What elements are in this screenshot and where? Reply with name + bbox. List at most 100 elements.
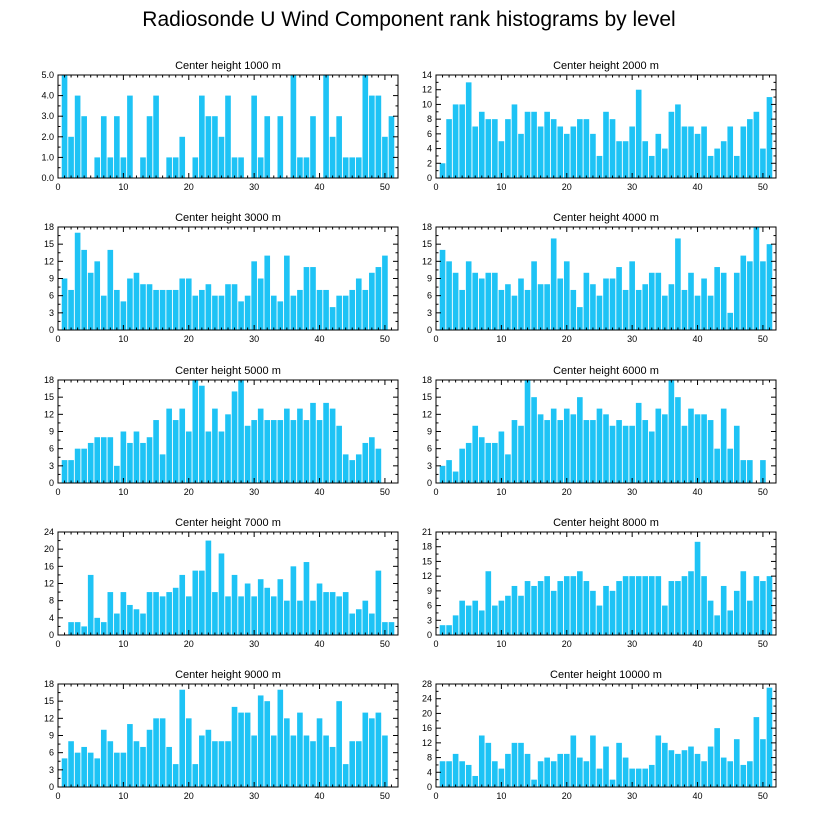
x-tick-label: 30 [627,791,637,801]
y-tick-label: 18 [422,542,432,552]
histogram-bar [310,741,316,787]
histogram-bar [369,95,375,178]
y-tick-label: 0 [49,782,54,792]
histogram-bar [100,437,107,483]
histogram-bar [596,768,603,787]
histogram-bar [284,718,290,787]
histogram-bar [349,613,356,635]
histogram-bar [472,272,479,330]
histogram-bar [648,576,655,635]
histogram-bar [760,261,766,330]
histogram-bar [753,717,760,787]
histogram-bar [100,729,107,787]
y-tick-label: 0 [49,325,54,335]
y-tick-label: 4 [427,767,432,777]
histogram-bar [662,414,668,483]
histogram-bar [694,753,701,787]
histogram-bar [133,272,140,330]
histogram-bar [622,141,629,178]
histogram-bar [264,420,271,483]
histogram-bar [218,136,225,178]
histogram-bar [238,157,244,178]
x-tick-label: 0 [433,639,438,649]
histogram-bar [185,278,192,330]
histogram-bar [310,402,316,483]
histogram-bar [459,104,465,178]
y-tick-label: 0 [427,782,432,792]
histogram-bar [270,420,277,483]
histogram-bar [544,576,550,635]
histogram-bar [185,596,192,635]
y-tick-label: 18 [422,375,432,385]
histogram-bar [362,712,369,787]
y-tick-label: 12 [44,579,54,589]
histogram-bar [192,764,199,787]
histogram-bar [707,746,714,787]
x-tick-label: 10 [118,334,128,344]
histogram-bar [733,272,740,330]
histogram-bar [114,289,120,330]
histogram-bar [570,126,577,178]
histogram-bar [747,460,753,483]
histogram-bar [603,585,609,635]
y-tick-label: 6 [427,601,432,611]
histogram-bar [727,126,734,178]
histogram-bar [648,272,655,330]
histogram-bar [369,437,375,483]
histogram-bar [531,585,537,635]
histogram-bar [120,752,127,787]
histogram-bar [140,284,146,330]
y-tick-label: 9 [49,731,54,741]
histogram-bar [537,581,544,635]
histogram-bar [590,420,596,483]
histogram-bar [733,590,740,635]
histogram-bar [492,761,498,787]
histogram-bar [760,739,766,787]
histogram-bar [323,289,329,330]
x-tick-label: 10 [118,182,128,192]
y-tick-label: 3.0 [41,111,54,121]
histogram-bar [465,605,472,635]
x-tick-label: 10 [496,487,506,497]
y-tick-label: 8 [49,596,54,606]
histogram-bar [284,255,290,330]
histogram-bar [550,238,557,330]
histogram-bar [655,133,662,178]
y-tick-label: 3 [49,765,54,775]
histogram-bar [153,95,159,178]
y-tick-label: 15 [44,239,54,249]
histogram-bar [369,272,375,330]
histogram-bar [622,425,629,483]
x-tick-label: 10 [118,639,128,649]
y-tick-label: 21 [422,527,432,537]
histogram-bar [760,148,766,178]
histogram-bar [127,278,133,330]
histogram-bar [61,278,68,330]
histogram-bar [238,712,244,787]
histogram-panel-6: Center height 6000 m 0 10 20 30 40 50 0 3 6 9 12 15 1… [422,365,777,497]
y-tick-label: 15 [422,556,432,566]
histogram-bar [550,408,557,483]
histogram-bar [563,133,570,178]
histogram-bar [465,764,472,787]
histogram-bar [277,579,284,635]
histogram-bar [459,289,465,330]
histogram-bar [740,764,747,787]
histogram-bar [120,157,127,178]
histogram-bar [452,104,459,178]
histogram-bar [577,307,583,330]
histogram-bar [505,119,511,178]
histogram-panel-5: Center height 5000 m 0 10 20 30 40 50 0 3 6 9 12 15 1… [44,365,399,497]
histogram-bar [465,261,472,330]
histogram-bar [675,397,681,483]
y-tick-label: 12 [422,409,432,419]
y-tick-label: 8 [427,114,432,124]
histogram-bar [557,126,564,178]
histogram-bar [596,295,603,330]
histogram-bar [199,385,205,483]
x-tick-label: 0 [55,334,60,344]
histogram-bar [511,295,518,330]
histogram-bar [349,460,356,483]
